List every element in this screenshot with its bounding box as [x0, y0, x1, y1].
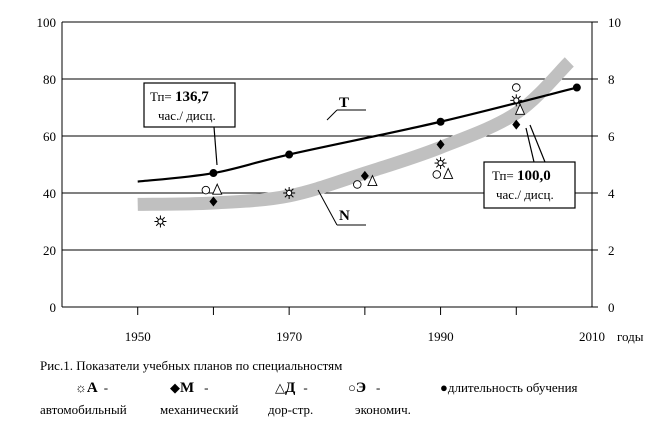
- marker-dot-0: [209, 169, 218, 178]
- marker-sun-2-ray: [442, 158, 446, 162]
- x-tick-label-1990: 1990: [428, 329, 454, 344]
- marker-circle-3: [512, 83, 521, 92]
- data-markers: [154, 83, 581, 228]
- gridlines: [62, 21, 592, 251]
- right-tick-label-0: 0: [608, 300, 615, 315]
- marker-sun-3-core: [513, 97, 520, 104]
- left-tick-label-60: 60: [43, 129, 56, 144]
- series-t-line: [137, 86, 578, 183]
- marker-sun-1-ray: [284, 188, 288, 192]
- marker-triangle-2: [442, 167, 454, 179]
- marker-circle-1: [353, 180, 362, 189]
- marker-sun-0-ray: [155, 216, 159, 220]
- right-tick-label-2: 2: [608, 243, 615, 258]
- marker-sun-1-ray: [290, 194, 294, 198]
- marker-sun-1: [283, 187, 296, 199]
- marker-sun-0-ray: [162, 223, 166, 227]
- annotation-2-pointer-left: [525, 127, 535, 163]
- right-y-axis-ticks: 0 2 4 6 8 10: [592, 15, 621, 315]
- x-tick-label-1950: 1950: [125, 329, 151, 344]
- marker-diamond-3: [512, 119, 521, 130]
- marker-sun-3-ray: [518, 95, 521, 99]
- marker-sun-2: [434, 157, 447, 170]
- legend-duration-dot-icon: ●: [440, 380, 448, 395]
- annotation-2-unit: час./ дисц.: [496, 187, 554, 202]
- marker-diamond-1: [360, 170, 369, 181]
- marker-dot-3: [572, 83, 581, 92]
- right-tick-label-10: 10: [608, 15, 621, 30]
- marker-sun-1-ray: [290, 188, 294, 192]
- legend-e-circle-icon: ○: [348, 380, 356, 395]
- marker-sun-3-ray: [511, 102, 515, 105]
- marker-sun-0: [154, 215, 167, 228]
- marker-triangle-3: [514, 103, 526, 115]
- t-label-leader: [326, 109, 338, 121]
- series-t-label: T: [339, 95, 349, 111]
- annotation-1-title: Тп= 136,7: [150, 89, 209, 105]
- legend-duration-entry: ●длительность обучения: [440, 380, 578, 395]
- marker-dot-2: [436, 117, 445, 126]
- marker-sun-0-core: [157, 218, 164, 225]
- right-tick-label-4: 4: [608, 186, 615, 201]
- annotation-1-pointer: [213, 126, 218, 166]
- marker-sun-0-ray: [155, 223, 159, 227]
- marker-circle-2: [432, 170, 442, 179]
- marker-sun-2-ray: [435, 158, 439, 162]
- marker-sun-1-ray: [284, 194, 288, 198]
- marker-triangle-1: [367, 174, 378, 187]
- left-tick-label-0: 0: [50, 300, 57, 315]
- annotation-1-unit: час./ дисц.: [158, 108, 216, 123]
- marker-sun-3: [510, 94, 523, 107]
- marker-diamond-0: [209, 196, 218, 207]
- left-tick-label-40: 40: [43, 186, 56, 201]
- marker-circle-0: [201, 185, 211, 195]
- legend-e-entry: ○Э -: [348, 380, 380, 396]
- marker-diamond-2: [436, 139, 445, 150]
- series-n-label: N: [339, 208, 350, 224]
- marker-sun-1-core: [286, 189, 293, 197]
- marker-sun-2-ray: [442, 164, 446, 168]
- marker-sun-0-ray: [162, 216, 166, 220]
- marker-sun-2-core: [437, 159, 444, 167]
- legend-d-desc: дор-стр.: [268, 402, 313, 417]
- right-tick-label-6: 6: [608, 129, 615, 144]
- marker-dot-1: [285, 150, 294, 159]
- legend-e-desc: экономич.: [355, 402, 411, 417]
- legend-m-diamond-icon: ◆: [170, 380, 180, 395]
- right-tick-label-8: 8: [608, 72, 615, 87]
- annotation-2-title: Тп= 100,0: [492, 168, 551, 184]
- left-y-axis-ticks: 0 20 40 60 80 100: [37, 15, 57, 315]
- marker-triangle-0: [212, 183, 223, 195]
- marker-sun-2-ray: [435, 164, 439, 168]
- annotation-1-box: [143, 82, 236, 128]
- left-tick-label-20: 20: [43, 243, 56, 258]
- legend-a-entry: ☼А -: [75, 380, 108, 396]
- legend-m-desc: механический: [160, 402, 239, 417]
- x-axis-ticks: 1950 1970 1990 2010: [125, 307, 605, 344]
- x-axis-unit-label: годы: [617, 329, 644, 344]
- left-tick-label-100: 100: [37, 15, 57, 30]
- legend-a-sun-icon: ☼: [75, 380, 87, 395]
- x-tick-label-1970: 1970: [276, 329, 302, 344]
- legend: ☼А - ◆М - △Д - ○Э - ●длительность обучения а…: [40, 380, 578, 417]
- legend-d-triangle-icon: △: [275, 380, 285, 395]
- left-tick-label-80: 80: [43, 72, 56, 87]
- figure-caption: Рис.1. Показатели учебных планов по спец…: [40, 358, 342, 373]
- legend-m-entry: ◆М -: [170, 380, 209, 396]
- n-label-leader: [317, 189, 338, 226]
- legend-a-desc: автомобильный: [40, 402, 127, 417]
- annotation-2-box: [483, 161, 576, 209]
- marker-sun-3-ray: [511, 95, 515, 99]
- annotation-2-pointer-right: [529, 124, 546, 163]
- legend-d-entry: △Д -: [275, 380, 308, 396]
- x-tick-label-2010: 2010: [579, 329, 605, 344]
